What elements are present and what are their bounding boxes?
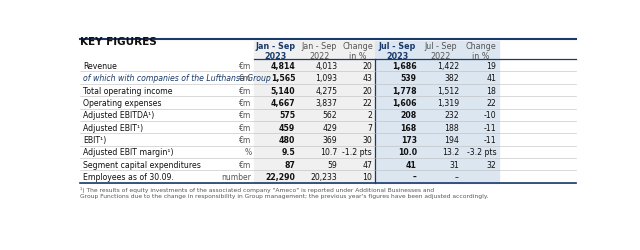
Text: 20: 20 bbox=[362, 62, 372, 70]
Text: Segment capital expenditures: Segment capital expenditures bbox=[83, 160, 201, 169]
Text: 208: 208 bbox=[401, 111, 417, 120]
Text: 1,093: 1,093 bbox=[316, 74, 337, 83]
Text: -1.2 pts: -1.2 pts bbox=[342, 148, 372, 157]
Text: 30: 30 bbox=[362, 136, 372, 144]
Text: 19: 19 bbox=[486, 62, 496, 70]
Text: KEY FIGURES: KEY FIGURES bbox=[80, 37, 157, 47]
Text: 20: 20 bbox=[362, 86, 372, 95]
Text: 10: 10 bbox=[362, 172, 372, 181]
Text: 1,686: 1,686 bbox=[392, 62, 417, 70]
Text: €m: €m bbox=[239, 160, 252, 169]
Text: Revenue: Revenue bbox=[83, 62, 117, 70]
Bar bbox=[420, 42, 462, 183]
Text: number: number bbox=[221, 172, 252, 181]
Text: Change
in %: Change in % bbox=[465, 42, 496, 61]
Text: 7: 7 bbox=[367, 123, 372, 132]
Text: Adjusted EBIT margin¹): Adjusted EBIT margin¹) bbox=[83, 148, 173, 157]
Text: 59: 59 bbox=[328, 160, 337, 169]
Text: Total operating income: Total operating income bbox=[83, 86, 172, 95]
Text: €m: €m bbox=[239, 123, 252, 132]
Text: 382: 382 bbox=[444, 74, 459, 83]
Text: of which with companies of the Lufthansa Group: of which with companies of the Lufthansa… bbox=[83, 74, 271, 83]
Text: 539: 539 bbox=[401, 74, 417, 83]
Bar bbox=[375, 42, 420, 183]
Text: 232: 232 bbox=[444, 111, 459, 120]
Text: 22: 22 bbox=[362, 98, 372, 108]
Text: 194: 194 bbox=[444, 136, 459, 144]
Text: 18: 18 bbox=[486, 86, 496, 95]
Text: 1,778: 1,778 bbox=[392, 86, 417, 95]
Text: Jul - Sep
2023: Jul - Sep 2023 bbox=[379, 42, 416, 61]
Text: 1,565: 1,565 bbox=[271, 74, 295, 83]
Text: Jul - Sep
2022: Jul - Sep 2022 bbox=[424, 42, 457, 61]
Text: 87: 87 bbox=[284, 160, 295, 169]
Text: 41: 41 bbox=[406, 160, 417, 169]
Text: 575: 575 bbox=[279, 111, 295, 120]
Text: 4,667: 4,667 bbox=[271, 98, 295, 108]
Text: €m: €m bbox=[239, 74, 252, 83]
Text: 5,140: 5,140 bbox=[271, 86, 295, 95]
Text: 369: 369 bbox=[323, 136, 337, 144]
Text: 1,422: 1,422 bbox=[437, 62, 459, 70]
Text: 1,512: 1,512 bbox=[437, 86, 459, 95]
Text: Adjusted EBIT¹): Adjusted EBIT¹) bbox=[83, 123, 143, 132]
Text: 562: 562 bbox=[323, 111, 337, 120]
Text: Change
in %: Change in % bbox=[342, 42, 373, 61]
Text: ¹) The results of equity investments of the associated company "Ameco" is report: ¹) The results of equity investments of … bbox=[80, 186, 488, 198]
Text: Employees as of 30.09.: Employees as of 30.09. bbox=[83, 172, 174, 181]
Text: 188: 188 bbox=[444, 123, 459, 132]
Text: 22,290: 22,290 bbox=[266, 172, 295, 181]
Text: Adjusted EBITDA¹): Adjusted EBITDA¹) bbox=[83, 111, 154, 120]
Text: 429: 429 bbox=[323, 123, 337, 132]
Text: EBIT¹): EBIT¹) bbox=[83, 136, 106, 144]
Text: 31: 31 bbox=[449, 160, 459, 169]
Text: 10.7: 10.7 bbox=[320, 148, 337, 157]
Text: 3,837: 3,837 bbox=[316, 98, 337, 108]
Text: %: % bbox=[244, 148, 252, 157]
Text: 22: 22 bbox=[486, 98, 496, 108]
Text: 1,319: 1,319 bbox=[437, 98, 459, 108]
Text: 9.5: 9.5 bbox=[282, 148, 295, 157]
Text: €m: €m bbox=[239, 111, 252, 120]
Text: 20,233: 20,233 bbox=[310, 172, 337, 181]
Bar bbox=[462, 42, 499, 183]
Text: €m: €m bbox=[239, 136, 252, 144]
Text: –: – bbox=[455, 172, 459, 181]
Text: 10.0: 10.0 bbox=[397, 148, 417, 157]
Text: 4,275: 4,275 bbox=[316, 86, 337, 95]
Text: -10: -10 bbox=[483, 111, 496, 120]
Text: 168: 168 bbox=[401, 123, 417, 132]
Text: Jan - Sep
2023: Jan - Sep 2023 bbox=[256, 42, 296, 61]
Text: 47: 47 bbox=[362, 160, 372, 169]
Text: 173: 173 bbox=[401, 136, 417, 144]
Text: -11: -11 bbox=[483, 136, 496, 144]
Text: 41: 41 bbox=[486, 74, 496, 83]
Text: €m: €m bbox=[239, 62, 252, 70]
Bar bbox=[253, 42, 298, 183]
Text: 459: 459 bbox=[279, 123, 295, 132]
Text: 4,814: 4,814 bbox=[270, 62, 295, 70]
Text: 4,013: 4,013 bbox=[316, 62, 337, 70]
Bar bbox=[298, 42, 340, 183]
Text: 43: 43 bbox=[362, 74, 372, 83]
Text: €m: €m bbox=[239, 86, 252, 95]
Text: 480: 480 bbox=[279, 136, 295, 144]
Text: Operating expenses: Operating expenses bbox=[83, 98, 161, 108]
Text: 32: 32 bbox=[486, 160, 496, 169]
Text: -3.2 pts: -3.2 pts bbox=[467, 148, 496, 157]
Bar bbox=[340, 42, 375, 183]
Text: –: – bbox=[413, 172, 417, 181]
Text: -11: -11 bbox=[483, 123, 496, 132]
Text: Jan - Sep
2022: Jan - Sep 2022 bbox=[301, 42, 337, 61]
Text: 1,606: 1,606 bbox=[392, 98, 417, 108]
Text: 2: 2 bbox=[367, 111, 372, 120]
Text: €m: €m bbox=[239, 98, 252, 108]
Text: 13.2: 13.2 bbox=[442, 148, 459, 157]
